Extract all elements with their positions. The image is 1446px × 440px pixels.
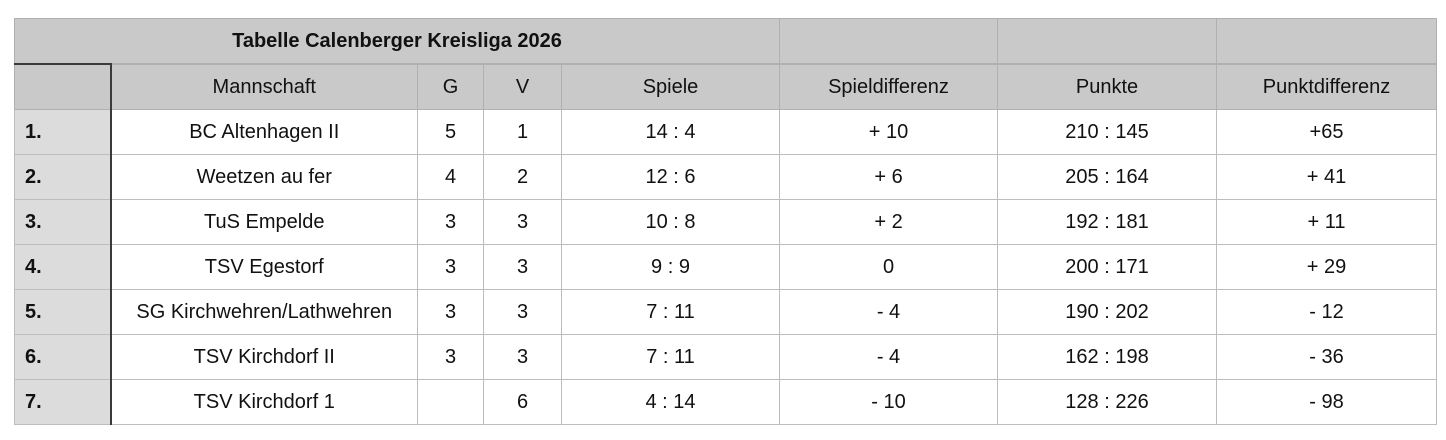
header-punktdifferenz: Punktdifferenz: [1216, 63, 1438, 110]
team-cell: TuS Empelde: [110, 199, 418, 245]
spieldifferenz-cell: + 10: [779, 109, 999, 155]
spieldifferenz-cell: - 10: [779, 379, 999, 425]
title-empty-cell: [779, 18, 999, 65]
punktdifferenz-cell: + 41: [1216, 154, 1438, 200]
g-cell: 3: [417, 289, 484, 335]
rank-cell: 6.: [14, 334, 112, 380]
punktdifferenz-cell: + 11: [1216, 199, 1438, 245]
spieldifferenz-cell: + 2: [779, 199, 999, 245]
punkte-cell: 200 : 171: [997, 244, 1218, 290]
g-cell: 3: [417, 199, 484, 245]
punktdifferenz-cell: - 36: [1216, 334, 1438, 380]
spieldifferenz-cell: - 4: [779, 334, 999, 380]
header-row: Mannschaft G V Spiele Spieldifferenz Pun…: [14, 63, 1438, 110]
team-cell: Weetzen au fer: [110, 154, 418, 200]
header-punkte: Punkte: [997, 63, 1218, 110]
header-g: G: [417, 63, 484, 110]
punktdifferenz-cell: + 29: [1216, 244, 1438, 290]
punkte-cell: 210 : 145: [997, 109, 1218, 155]
header-v: V: [483, 63, 562, 110]
header-spieldifferenz: Spieldifferenz: [779, 63, 999, 110]
punktdifferenz-cell: - 12: [1216, 289, 1438, 335]
table-row: 7. TSV Kirchdorf 1 6 4 : 14 - 10 128 : 2…: [14, 379, 1438, 425]
spiele-cell: 14 : 4: [560, 109, 781, 155]
table-title: Tabelle Calenberger Kreisliga 2026: [232, 29, 562, 52]
v-cell: 3: [483, 199, 562, 245]
table-title-cell: Tabelle Calenberger Kreisliga 2026: [13, 18, 781, 65]
g-cell: [417, 379, 484, 425]
punkte-cell: 205 : 164: [997, 154, 1218, 200]
rank-cell: 4.: [14, 244, 112, 290]
title-empty-cell: [1216, 18, 1438, 65]
g-cell: 4: [417, 154, 484, 200]
table-row: 3. TuS Empelde 3 3 10 : 8 + 2 192 : 181 …: [14, 199, 1438, 245]
rank-cell: 3.: [14, 199, 112, 245]
v-cell: 2: [483, 154, 562, 200]
table-row: 2. Weetzen au fer 4 2 12 : 6 + 6 205 : 1…: [14, 154, 1438, 200]
team-cell: TSV Kirchdorf 1: [110, 379, 418, 425]
team-cell: SG Kirchwehren/Lathwehren: [110, 289, 418, 335]
spiele-cell: 10 : 8: [560, 199, 781, 245]
table-row: 5. SG Kirchwehren/Lathwehren 3 3 7 : 11 …: [14, 289, 1438, 335]
rank-cell: 2.: [14, 154, 112, 200]
spiele-cell: 9 : 9: [560, 244, 781, 290]
g-cell: 3: [417, 244, 484, 290]
v-cell: 1: [483, 109, 562, 155]
spiele-cell: 12 : 6: [560, 154, 781, 200]
team-cell: TSV Kirchdorf II: [110, 334, 418, 380]
spieldifferenz-cell: + 6: [779, 154, 999, 200]
league-table-container: Tabelle Calenberger Kreisliga 2026 Manns…: [13, 18, 1438, 425]
spieldifferenz-cell: 0: [779, 244, 999, 290]
punkte-cell: 192 : 181: [997, 199, 1218, 245]
punktdifferenz-cell: - 98: [1216, 379, 1438, 425]
g-cell: 3: [417, 334, 484, 380]
v-cell: 3: [483, 334, 562, 380]
g-cell: 5: [417, 109, 484, 155]
v-cell: 3: [483, 289, 562, 335]
punkte-cell: 128 : 226: [997, 379, 1218, 425]
league-table: Tabelle Calenberger Kreisliga 2026 Manns…: [13, 18, 1438, 425]
header-rank: [14, 63, 112, 110]
rank-cell: 1.: [14, 109, 112, 155]
header-mannschaft: Mannschaft: [110, 63, 418, 110]
spieldifferenz-cell: - 4: [779, 289, 999, 335]
spiele-cell: 7 : 11: [560, 334, 781, 380]
punkte-cell: 162 : 198: [997, 334, 1218, 380]
punkte-cell: 190 : 202: [997, 289, 1218, 335]
spiele-cell: 4 : 14: [560, 379, 781, 425]
v-cell: 3: [483, 244, 562, 290]
header-spiele: Spiele: [560, 63, 781, 110]
rank-cell: 5.: [14, 289, 112, 335]
spiele-cell: 7 : 11: [560, 289, 781, 335]
table-row: 6. TSV Kirchdorf II 3 3 7 : 11 - 4 162 :…: [14, 334, 1438, 380]
title-empty-cell: [997, 18, 1218, 65]
team-cell: TSV Egestorf: [110, 244, 418, 290]
v-cell: 6: [483, 379, 562, 425]
rank-cell: 7.: [14, 379, 112, 425]
table-row: 4. TSV Egestorf 3 3 9 : 9 0 200 : 171 + …: [14, 244, 1438, 290]
team-cell: BC Altenhagen II: [110, 109, 418, 155]
punktdifferenz-cell: +65: [1216, 109, 1438, 155]
table-row: 1. BC Altenhagen II 5 1 14 : 4 + 10 210 …: [14, 109, 1438, 155]
title-row: Tabelle Calenberger Kreisliga 2026: [13, 18, 1438, 65]
